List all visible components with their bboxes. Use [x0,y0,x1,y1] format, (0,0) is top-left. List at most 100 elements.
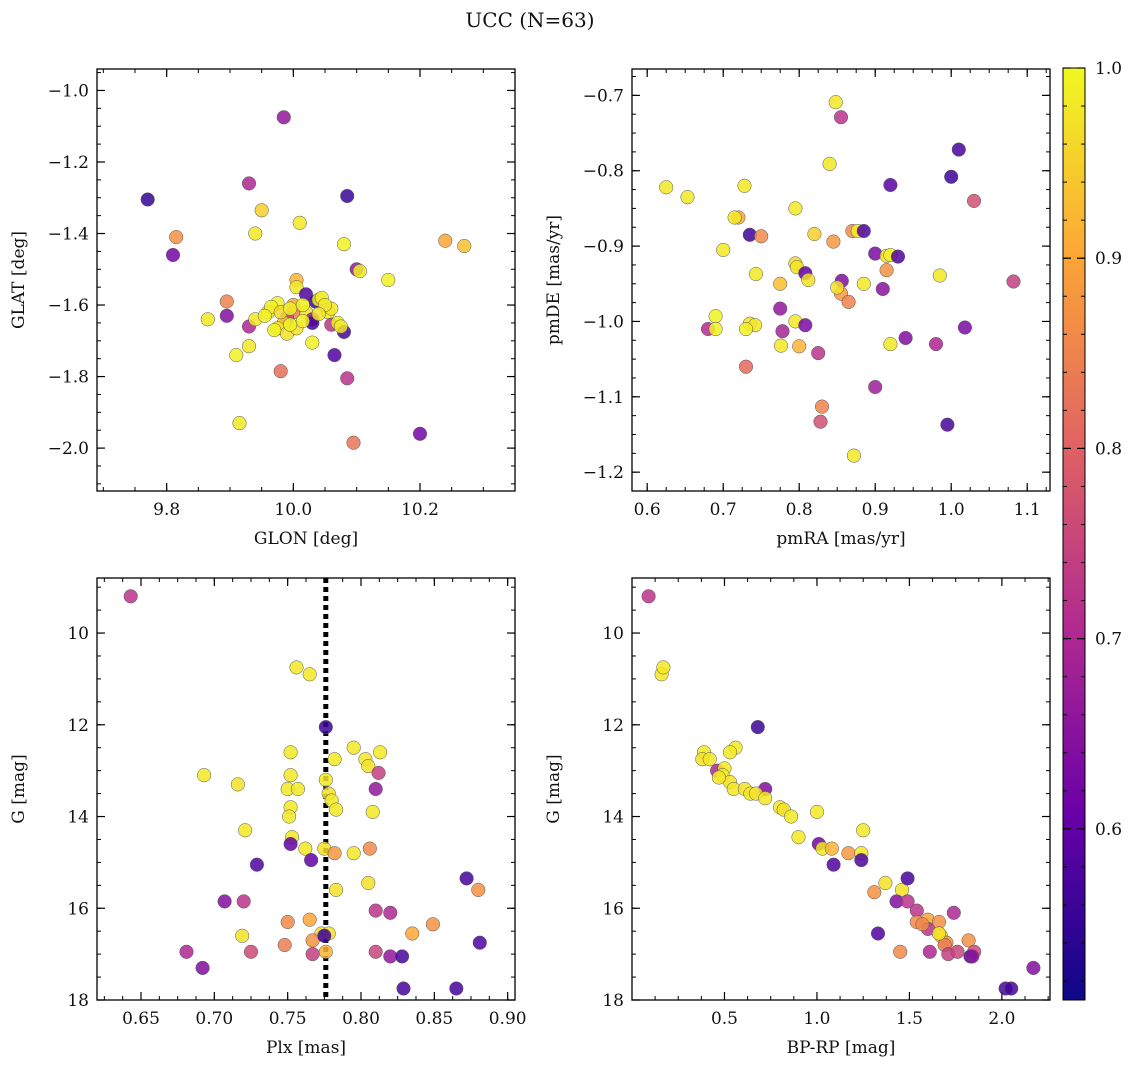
data-point [965,949,980,964]
y-tick-label: −1.8 [48,368,89,388]
data-point [878,875,893,891]
data-point [748,266,763,282]
data-point [890,249,906,264]
data-point [140,192,155,207]
data-point [813,414,828,429]
data-point [249,857,264,872]
x-tick-label: 0.65 [122,1009,160,1029]
y-tick-label: −1.2 [583,463,624,483]
panel-2: 0.6 0.7 0.8 0.9 1.0 1.1 −1.2 −1.1 −1.0 −0.9 −0.8 −0… [544,68,1051,549]
x-tick-label: 1.0 [938,500,965,520]
data-point [807,226,822,242]
data-point [200,312,215,327]
plot-frame [96,68,516,492]
data-point [875,281,890,297]
data-point [641,589,656,604]
data-point [368,944,383,959]
data-point [867,885,882,900]
colorbar-gradient [1062,67,1086,1001]
data-point [1004,981,1019,996]
data-point [195,960,210,975]
data-point [898,330,913,346]
x-tick-label: 0.6 [634,500,661,520]
data-point [346,435,361,450]
data-point [302,912,317,927]
data-point [656,660,671,675]
data-point [879,263,894,278]
data-point [708,321,723,337]
data-point [1006,274,1021,289]
data-point [283,836,298,852]
data-point [900,871,915,886]
data-point [727,210,742,225]
data-point [438,233,453,248]
panel-3: 0.65 0.70 0.75 0.80 0.85 0.90 10 12 14 16 18 Plx [m… [9,577,527,1058]
data-point [966,193,982,208]
data-point [283,301,298,316]
data-point [232,416,247,431]
data-point [459,871,474,886]
x-tick-label: 0.8 [786,500,813,520]
y-tick-label: −1.4 [48,225,89,245]
data-point [169,230,184,245]
x-axis-label: pmRA [mas/yr] [776,529,905,549]
x-tick-label: 0.9 [862,500,889,520]
data-point [295,297,310,313]
data-point [801,272,816,288]
data-point [229,348,244,363]
data-point [352,264,367,279]
data-point [395,949,410,964]
data-point [304,853,319,868]
data-point [784,809,799,824]
data-point [946,905,961,920]
data-point [950,944,965,959]
data-point [292,215,307,230]
data-point [340,371,355,386]
data-point [302,667,317,682]
x-tick-label: 0.85 [415,1009,453,1029]
x-tick-label: 0.90 [489,1009,527,1029]
data-point [788,201,803,216]
data-point [329,882,344,897]
x-axis-label: BP-RP [mag] [787,1038,896,1058]
data-point [241,339,257,354]
data-point [219,308,234,323]
data-point [1026,960,1041,975]
y-tick-label: −0.8 [583,162,624,182]
data-point [702,752,717,767]
data-point [841,846,856,861]
data-point [738,359,754,374]
x-tick-label: 0.7 [710,500,737,520]
data-point [368,903,383,918]
data-point [273,364,288,379]
data-point [123,589,138,604]
data-point [280,914,295,930]
data-point [951,142,966,157]
data-point [248,226,263,241]
scatter-panels: 9.8 10.0 10.2 −2.0 −1.8 −1.6 −1.4 −1.2 −1.0 GLON … [9,68,1051,1058]
data-point [277,937,292,953]
plot-frame [631,68,1051,492]
data-point [327,348,342,363]
data-point [922,944,937,959]
y-tick-label: 12 [602,716,624,736]
data-point [254,203,269,218]
data-point [830,280,845,295]
data-point [405,926,420,941]
data-point [773,276,788,291]
y-axis-label: G [mag] [9,754,29,823]
data-point [283,317,298,332]
x-tick-label: 0.80 [342,1009,380,1029]
data-point [336,237,352,252]
data-point [243,944,259,959]
data-point [318,772,333,787]
y-tick-label: 18 [67,991,89,1011]
data-point [931,926,947,941]
y-tick-label: −1.2 [48,153,89,173]
colorbar-tick-label: 1.0 [1095,59,1122,79]
data-point [846,448,861,463]
data-point [828,95,843,110]
y-tick-label: 12 [67,716,89,736]
data-point [290,781,305,797]
figure-title: UCC (N=63) [465,8,594,32]
